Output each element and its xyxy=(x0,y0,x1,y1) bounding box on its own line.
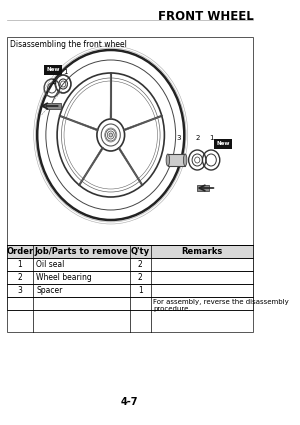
Text: 1: 1 xyxy=(138,286,142,295)
Text: Q'ty: Q'ty xyxy=(130,247,150,256)
Text: Oil seal: Oil seal xyxy=(36,260,65,269)
Text: 1: 1 xyxy=(17,260,22,269)
Ellipse shape xyxy=(183,154,187,166)
Text: Job/Parts to remove: Job/Parts to remove xyxy=(34,247,128,256)
Text: For assembly, reverse the disassembly
procedure.: For assembly, reverse the disassembly pr… xyxy=(153,299,289,312)
Text: 2: 2 xyxy=(195,135,200,141)
Text: Order: Order xyxy=(6,247,34,256)
Bar xyxy=(168,154,185,166)
Bar xyxy=(197,185,209,191)
Text: New: New xyxy=(217,141,230,146)
Text: FRONT WHEEL: FRONT WHEEL xyxy=(158,10,254,23)
Bar xyxy=(7,271,253,284)
Bar xyxy=(7,297,253,310)
Text: 1: 1 xyxy=(63,69,68,75)
Circle shape xyxy=(109,133,112,137)
Bar xyxy=(7,258,253,271)
Ellipse shape xyxy=(166,154,170,166)
Text: 2: 2 xyxy=(17,273,22,282)
Text: Wheel bearing: Wheel bearing xyxy=(36,273,92,282)
Text: Remarks: Remarks xyxy=(181,247,222,256)
Bar xyxy=(7,284,253,297)
Bar xyxy=(7,245,253,258)
Text: Spacer: Spacer xyxy=(36,286,63,295)
Text: 3: 3 xyxy=(17,286,22,295)
Bar xyxy=(46,103,61,109)
FancyBboxPatch shape xyxy=(44,65,62,74)
Text: New: New xyxy=(46,67,59,72)
FancyBboxPatch shape xyxy=(214,139,232,148)
Text: 2: 2 xyxy=(51,79,56,85)
Text: 2: 2 xyxy=(138,273,142,282)
Text: 4-7: 4-7 xyxy=(121,397,139,407)
Text: 1: 1 xyxy=(209,135,213,141)
Bar xyxy=(7,37,253,332)
Text: 3: 3 xyxy=(176,135,181,141)
Text: 2: 2 xyxy=(138,260,142,269)
Text: Disassembling the front wheel: Disassembling the front wheel xyxy=(11,40,127,49)
